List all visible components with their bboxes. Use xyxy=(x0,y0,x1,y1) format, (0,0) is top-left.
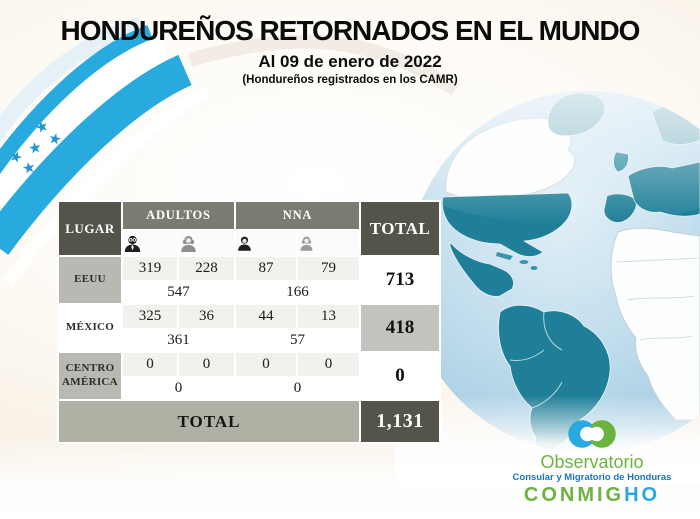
page-note: (Hondureños registrados en los CAMR) xyxy=(242,73,458,86)
row-total-cell: 0 xyxy=(359,351,441,401)
value-cell: 325 xyxy=(121,303,179,330)
page-subtitle: Al 09 de enero de 2022 xyxy=(258,51,442,71)
value-cell: 0 xyxy=(177,351,236,378)
col-header-adultos: ADULTOS xyxy=(121,200,236,231)
value-cell: 79 xyxy=(296,255,361,282)
subtotal-cell: 57 xyxy=(234,328,361,353)
table-subtotal-row-mexico: 361 57 xyxy=(58,328,440,353)
subtotal-cell: 0 xyxy=(234,376,361,401)
row-total-cell: 418 xyxy=(359,303,441,353)
conmigho-logo: Observatorio Consular y Migratorio de Ho… xyxy=(492,413,692,507)
subtotal-cell: 547 xyxy=(121,280,236,305)
flag-stars xyxy=(11,121,61,174)
value-cell: 0 xyxy=(234,351,298,378)
subtotal-cell: 166 xyxy=(234,280,361,305)
girl-icon-cell xyxy=(296,229,361,257)
table-footer-row: TOTAL 1,131 xyxy=(57,399,441,444)
value-cell: 87 xyxy=(234,255,298,282)
subtotal-cell: 361 xyxy=(121,328,236,353)
page-title: HONDUREÑOS RETORNADOS EN EL MUNDO xyxy=(60,15,641,46)
boy-icon xyxy=(238,236,251,251)
honduras-flag-ribbon xyxy=(0,17,459,286)
value-cell: 319 xyxy=(121,255,179,282)
adult-male-icon-cell xyxy=(121,229,179,257)
logo-subtitle: Consular y Migratorio de Honduras xyxy=(512,472,672,483)
girl-icon xyxy=(300,236,313,251)
value-cell: 0 xyxy=(296,351,361,378)
adult-female-icon-cell xyxy=(177,229,236,257)
subtotal-cell: 0 xyxy=(121,376,236,401)
col-header-total: TOTAL xyxy=(359,200,441,257)
table-icon-row xyxy=(58,229,440,257)
col-header-nna: NNA xyxy=(234,200,361,231)
adult-female-icon xyxy=(181,235,196,252)
value-cell: 13 xyxy=(296,303,361,330)
conmigho-logo-icon xyxy=(568,420,616,448)
table-row-mexico: MÉXICO 325 36 44 13 418 xyxy=(57,303,441,353)
logo-title: Observatorio xyxy=(540,452,644,472)
logo-wordmark: CONMIGHO xyxy=(492,484,692,507)
title-block: HONDUREÑOS RETORNADOS EN EL MUNDO Al 09 … xyxy=(0,15,700,86)
value-cell: 228 xyxy=(177,255,236,282)
grand-total-cell: 1,131 xyxy=(359,399,441,444)
table-subtotal-row-centroamerica: 0 0 xyxy=(58,376,440,401)
adult-male-icon xyxy=(124,235,141,252)
grand-total-label: TOTAL xyxy=(57,399,361,444)
value-cell: 36 xyxy=(177,303,236,330)
col-header-lugar: LUGAR xyxy=(57,200,123,257)
place-cell: CENTRO AMÉRICA xyxy=(57,351,123,401)
value-cell: 0 xyxy=(121,351,179,378)
row-total-cell: 713 xyxy=(359,255,441,305)
value-cell: 44 xyxy=(234,303,298,330)
logo-wordmark-blue: HO xyxy=(624,484,661,506)
logo-wordmark-green: CONMIG xyxy=(523,484,625,506)
place-cell: MÉXICO xyxy=(57,303,123,353)
place-cell: EEUU xyxy=(57,255,123,305)
boy-icon-cell xyxy=(234,229,298,257)
table-row-eeuu: EEUU 319 228 87 79 713 xyxy=(57,255,441,305)
returnees-table: LUGAR ADULTOS NNA TOTAL xyxy=(57,200,441,444)
table-header-row: LUGAR ADULTOS NNA TOTAL xyxy=(57,200,441,257)
table-subtotal-row-eeuu: 547 166 xyxy=(58,280,440,305)
table-row-centroamerica: CENTRO AMÉRICA 0 0 0 0 0 xyxy=(57,351,441,401)
